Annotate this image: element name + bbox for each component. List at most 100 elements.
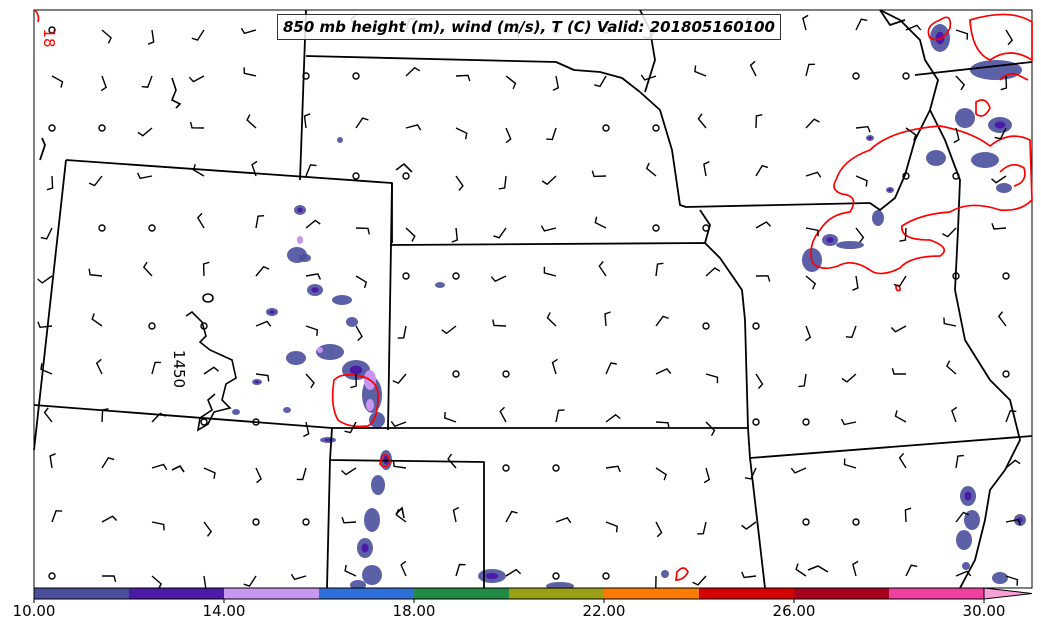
wind-barb: [498, 175, 507, 190]
wind-barb: [798, 373, 807, 388]
temperature-contour-line: [810, 125, 1033, 275]
state-border: [747, 427, 751, 459]
calm-wind-circle: [1002, 272, 1010, 280]
wind-barb: [546, 312, 557, 327]
wind-barb: [492, 319, 507, 327]
wind-barb: [640, 74, 657, 81]
wind-barb: [305, 325, 319, 336]
wind-barb: [1005, 575, 1019, 586]
wind-barb: [991, 175, 1007, 184]
state-border: [305, 55, 641, 93]
wind-barb: [605, 413, 621, 423]
wind-barb: [397, 325, 407, 339]
wind-barb: [755, 221, 772, 229]
precip-core-heavy: [317, 347, 323, 353]
calm-wind-circle: [402, 272, 410, 280]
wind-barb: [341, 467, 357, 476]
wind-barb: [705, 421, 716, 437]
height-contour-line: [185, 310, 237, 432]
colorbar-tick-label: 22.00: [582, 602, 626, 620]
wind-barb: [196, 212, 205, 229]
wind-barb: [943, 317, 957, 327]
map-title: 850 mb height (m), wind (m/s), T (C) Val…: [277, 14, 781, 40]
wind-barb: [755, 114, 763, 129]
wind-barb: [147, 29, 155, 45]
wind-barb: [443, 411, 457, 423]
wind-barb: [455, 175, 464, 191]
wind-barb: [240, 27, 257, 35]
calm-wind-circle: [602, 572, 610, 580]
wind-barb: [605, 521, 618, 533]
wind-barb: [255, 320, 272, 327]
wind-barb: [490, 275, 507, 283]
wind-barb: [141, 75, 153, 88]
wind-barb: [905, 24, 922, 31]
precip-core-heavy: [297, 236, 303, 244]
state-border: [749, 435, 1033, 459]
wind-barb: [296, 467, 307, 481]
precip-area: [661, 570, 669, 578]
temperature-contour: [34, 9, 1033, 581]
wind-barb: [188, 75, 205, 83]
wind-barb: [904, 507, 912, 523]
colorbar-segment: [129, 588, 225, 599]
wind-barb: [100, 75, 107, 92]
wind-barb: [946, 360, 957, 375]
precip-core: [361, 543, 369, 553]
wind-barb: [203, 521, 213, 537]
wind-barb: [749, 60, 757, 77]
wind-barb: [455, 563, 466, 577]
wind-barb: [852, 275, 859, 291]
wind-barb: [341, 516, 357, 524]
wind-barb: [203, 366, 219, 375]
height-contour-label: 1450: [170, 350, 188, 388]
wind-barb: [43, 407, 53, 423]
state-border: [639, 91, 871, 208]
wind-barb: [303, 421, 310, 438]
state-border: [929, 109, 1021, 589]
precip-area: [232, 409, 240, 415]
wind-barb: [655, 315, 669, 327]
wind-barb: [703, 160, 710, 177]
precip-core-heavy: [366, 399, 374, 411]
wind-barb: [203, 467, 216, 479]
wind-barb: [101, 29, 112, 44]
calm-wind-circle: [452, 370, 460, 378]
precip-core: [349, 365, 363, 375]
precip-core: [964, 491, 972, 501]
temperature-contour-line: [969, 13, 1033, 62]
wind-barb: [405, 124, 422, 131]
wind-barb: [255, 373, 270, 382]
wind-barb: [88, 175, 103, 187]
wind-barb: [303, 113, 311, 129]
wind-barb: [703, 467, 711, 484]
wind-barb: [805, 63, 815, 77]
wind-barb: [95, 358, 103, 375]
wind-barb: [344, 564, 357, 577]
colorbar-tick-label: 26.00: [772, 602, 816, 620]
temperature-contour-label: 18: [40, 28, 58, 47]
wind-barb: [541, 175, 557, 186]
wind-barb: [392, 373, 407, 385]
wind-barb: [805, 275, 817, 290]
wind-barb: [355, 227, 370, 235]
wind-barb: [551, 358, 558, 375]
wind-barb: [51, 509, 63, 523]
wind-barb: [1005, 518, 1022, 526]
wind-barb: [955, 29, 969, 40]
wind-barb: [598, 261, 607, 277]
wind-barb: [605, 362, 617, 375]
precip-area: [964, 510, 980, 530]
wind-barb: [405, 227, 416, 242]
wind-barb: [591, 170, 607, 178]
wind-barb: [441, 325, 457, 335]
wind-barb: [137, 127, 153, 137]
wind-barb: [741, 521, 757, 530]
wind-barb: [694, 65, 707, 77]
temperature-contour-line: [34, 9, 40, 23]
wind-barb: [843, 458, 857, 469]
wind-barb: [37, 321, 53, 329]
calm-wind-circle: [352, 72, 360, 80]
precip-area: [971, 152, 999, 168]
